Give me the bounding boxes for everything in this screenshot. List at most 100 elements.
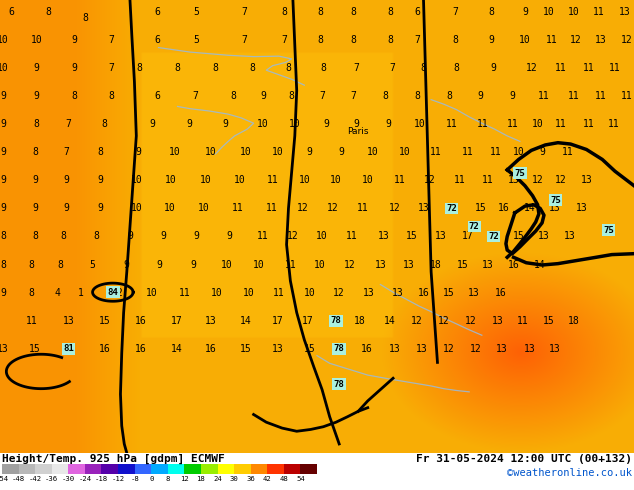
Text: 10: 10	[362, 175, 373, 185]
Text: 10: 10	[330, 175, 342, 185]
Text: 16: 16	[99, 344, 110, 354]
Text: 12: 12	[287, 231, 299, 242]
Text: 11: 11	[608, 119, 619, 129]
Text: 72: 72	[488, 232, 498, 241]
Text: 10: 10	[198, 203, 210, 213]
Text: 13: 13	[416, 344, 427, 354]
Text: 10: 10	[234, 175, 245, 185]
Text: 7: 7	[351, 91, 357, 101]
Bar	[68, 464, 85, 474]
Text: 9: 9	[0, 175, 6, 185]
Text: 12: 12	[389, 203, 400, 213]
Text: 8: 8	[387, 35, 393, 45]
Text: 16: 16	[205, 344, 216, 354]
Text: 8: 8	[34, 119, 40, 129]
Bar	[301, 464, 317, 474]
Text: 8: 8	[317, 7, 323, 17]
Text: 5: 5	[193, 7, 200, 17]
Text: 11: 11	[482, 175, 494, 185]
Text: 8: 8	[57, 260, 63, 270]
Text: -8: -8	[130, 475, 139, 482]
Text: 10: 10	[532, 119, 543, 129]
Text: 13: 13	[378, 231, 389, 242]
Text: 11: 11	[583, 63, 594, 73]
Text: 12: 12	[470, 344, 481, 354]
Text: 75: 75	[515, 169, 525, 177]
Text: 10: 10	[200, 175, 212, 185]
Text: -18: -18	[95, 475, 108, 482]
Text: 9: 9	[186, 119, 192, 129]
Text: 36: 36	[247, 475, 255, 482]
Text: 11: 11	[507, 119, 518, 129]
Text: 10: 10	[221, 260, 233, 270]
Text: 9: 9	[385, 119, 391, 129]
Text: 9: 9	[135, 147, 141, 157]
Text: 10: 10	[165, 175, 177, 185]
Text: 10: 10	[169, 147, 180, 157]
Text: 14: 14	[524, 203, 535, 213]
Text: 8: 8	[387, 7, 393, 17]
Bar	[18, 464, 35, 474]
Text: 30: 30	[230, 475, 238, 482]
Text: 9: 9	[0, 147, 6, 157]
Text: 1: 1	[78, 288, 84, 297]
Text: 18: 18	[197, 475, 205, 482]
Text: 12: 12	[532, 175, 543, 185]
Text: 15: 15	[443, 288, 455, 297]
Text: 8: 8	[0, 231, 6, 242]
Text: 12: 12	[112, 288, 123, 297]
Text: 8: 8	[285, 63, 292, 73]
Text: 5: 5	[89, 260, 95, 270]
Text: 11: 11	[517, 316, 529, 326]
Text: 7: 7	[414, 35, 420, 45]
Text: 10: 10	[257, 119, 269, 129]
Text: 15: 15	[475, 203, 486, 213]
Text: -24: -24	[79, 475, 91, 482]
Text: 10: 10	[0, 35, 9, 45]
Text: 78: 78	[334, 344, 344, 353]
Bar	[2, 464, 18, 474]
Text: 11: 11	[26, 316, 37, 326]
Text: 72: 72	[469, 222, 479, 231]
Text: 10: 10	[164, 203, 176, 213]
Text: 0: 0	[149, 475, 153, 482]
Text: 13: 13	[595, 35, 607, 45]
Text: 8: 8	[136, 63, 143, 73]
Text: 8: 8	[0, 260, 6, 270]
Text: 12: 12	[465, 316, 476, 326]
Text: 7: 7	[452, 7, 458, 17]
Text: 9: 9	[63, 175, 70, 185]
Text: 11: 11	[568, 91, 579, 101]
Text: 10: 10	[31, 35, 42, 45]
Text: 10: 10	[316, 231, 328, 242]
Text: 11: 11	[357, 203, 368, 213]
Text: 13: 13	[363, 288, 375, 297]
Text: 8: 8	[82, 13, 89, 23]
Bar	[134, 464, 152, 474]
Text: 10: 10	[205, 147, 216, 157]
Text: 11: 11	[273, 288, 285, 297]
Text: 11: 11	[477, 119, 489, 129]
Text: 13: 13	[482, 260, 494, 270]
Text: 13: 13	[392, 288, 404, 297]
Text: 24: 24	[213, 475, 222, 482]
Text: 9: 9	[509, 91, 515, 101]
Text: 13: 13	[549, 344, 560, 354]
Text: 10: 10	[314, 260, 326, 270]
Bar	[52, 464, 68, 474]
Text: 72: 72	[488, 232, 498, 241]
Text: -30: -30	[61, 475, 75, 482]
Text: 15: 15	[99, 316, 110, 326]
Text: 11: 11	[446, 119, 457, 129]
Text: 7: 7	[241, 35, 247, 45]
Text: 9: 9	[0, 119, 6, 129]
Text: 8: 8	[97, 147, 103, 157]
Text: 11: 11	[593, 7, 605, 17]
Text: -12: -12	[112, 475, 125, 482]
Bar	[217, 464, 234, 474]
Text: 11: 11	[394, 175, 405, 185]
Text: 14: 14	[240, 316, 252, 326]
Text: 8: 8	[382, 91, 389, 101]
Bar	[168, 464, 184, 474]
Text: 12: 12	[327, 203, 339, 213]
